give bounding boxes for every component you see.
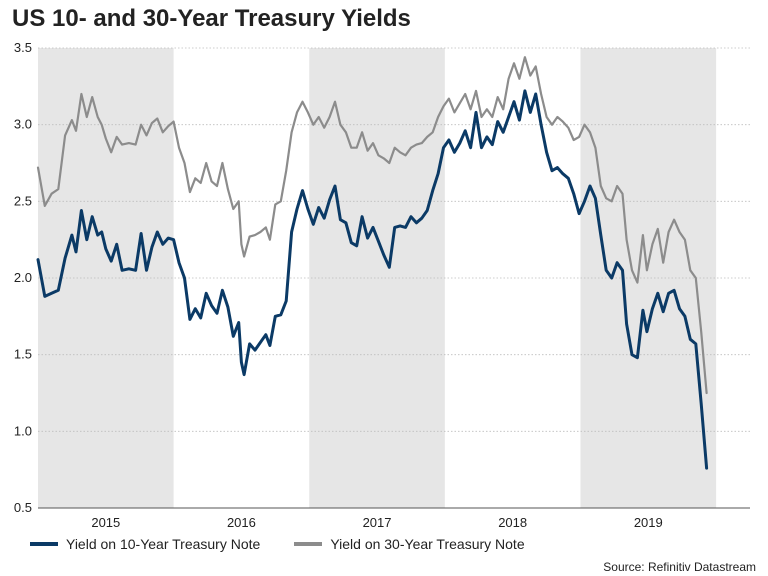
y-tick-label: 1.0	[14, 423, 32, 438]
legend-swatch-30-year	[294, 542, 323, 546]
series-line-10-year	[36, 89, 709, 470]
y-tick-label: 0.5	[14, 500, 32, 515]
y-tick-label: 2.5	[14, 193, 32, 208]
y-tick-label: 3.5	[14, 40, 32, 55]
legend-item-30-year[interactable]: Yield on 30-Year Treasury Note	[294, 536, 525, 552]
chart-title: US 10- and 30-Year Treasury Yields	[12, 5, 411, 32]
x-tick-label-2015: 2015	[91, 515, 120, 530]
legend-label-30-year: Yield on 30-Year Treasury Note	[330, 536, 525, 552]
series-line-30-year	[36, 56, 708, 395]
source-note: Source: Refinitiv Datastream	[603, 560, 756, 574]
y-tick-label: 1.5	[14, 347, 32, 362]
y-tick-label: 2.0	[14, 270, 32, 285]
x-tick-label-2019: 2019	[634, 515, 663, 530]
y-tick-label: 3.0	[14, 117, 32, 132]
year-shade-2017	[309, 48, 445, 508]
series-lines-group	[36, 56, 709, 470]
x-axis-labels-group: 2015 2016 2017 2018 2019	[91, 515, 662, 530]
x-tick-label-2016: 2016	[227, 515, 256, 530]
legend-swatch-10-year	[30, 542, 58, 546]
legend: Yield on 10-Year Treasury Note Yield on …	[30, 536, 525, 552]
x-tick-label-2018: 2018	[498, 515, 527, 530]
y-axis-labels-group: 0.5 1.0 1.5 2.0 2.5 3.0 3.5	[14, 40, 32, 515]
x-tick-label-2017: 2017	[363, 515, 392, 530]
grid-lines-group	[38, 47, 750, 509]
legend-label-10-year: Yield on 10-Year Treasury Note	[66, 536, 261, 552]
legend-item-10-year[interactable]: Yield on 10-Year Treasury Note	[30, 536, 260, 552]
